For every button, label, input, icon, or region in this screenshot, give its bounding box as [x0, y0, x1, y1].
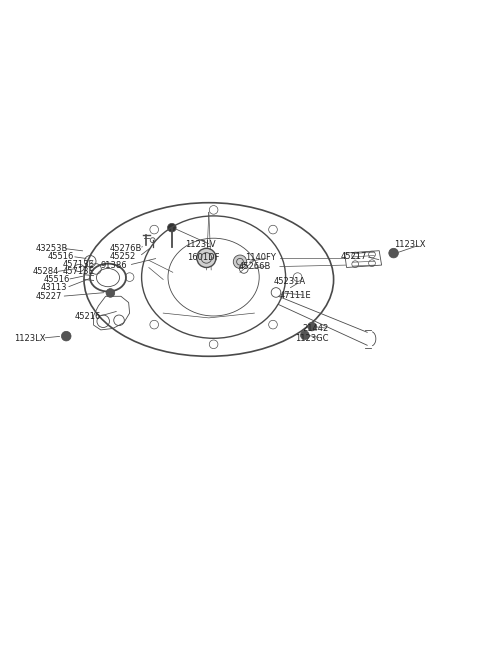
Text: 45217: 45217 — [341, 252, 367, 261]
Text: 43253B: 43253B — [36, 244, 68, 253]
Circle shape — [168, 223, 176, 232]
Circle shape — [197, 248, 216, 267]
Text: 45227: 45227 — [36, 291, 62, 301]
Text: 1123LX: 1123LX — [394, 240, 425, 250]
Text: 43113: 43113 — [41, 283, 67, 292]
Text: 45516: 45516 — [43, 275, 70, 284]
Circle shape — [61, 331, 71, 341]
Text: 45713E: 45713E — [62, 259, 94, 269]
Text: 1123LV: 1123LV — [185, 240, 216, 250]
Text: 1601DF: 1601DF — [187, 253, 220, 263]
Text: 47111E: 47111E — [279, 291, 311, 300]
Circle shape — [300, 331, 309, 339]
Text: 45216: 45216 — [74, 312, 101, 321]
Text: 21442: 21442 — [302, 324, 329, 333]
Circle shape — [233, 255, 247, 269]
Text: 1123LX: 1123LX — [14, 333, 46, 343]
Text: 45266B: 45266B — [239, 261, 271, 271]
Text: 45516: 45516 — [48, 252, 74, 261]
Circle shape — [106, 289, 115, 297]
Text: 1123GC: 1123GC — [295, 333, 329, 343]
Text: 45252: 45252 — [109, 252, 136, 261]
Text: 45713E: 45713E — [62, 267, 94, 276]
Text: 1140FY: 1140FY — [245, 253, 276, 263]
Circle shape — [308, 322, 316, 331]
Circle shape — [389, 248, 398, 258]
Text: 91386: 91386 — [101, 261, 127, 270]
Text: 45284: 45284 — [33, 267, 59, 276]
Text: 45231A: 45231A — [274, 278, 306, 286]
Text: 45276B: 45276B — [109, 244, 142, 253]
